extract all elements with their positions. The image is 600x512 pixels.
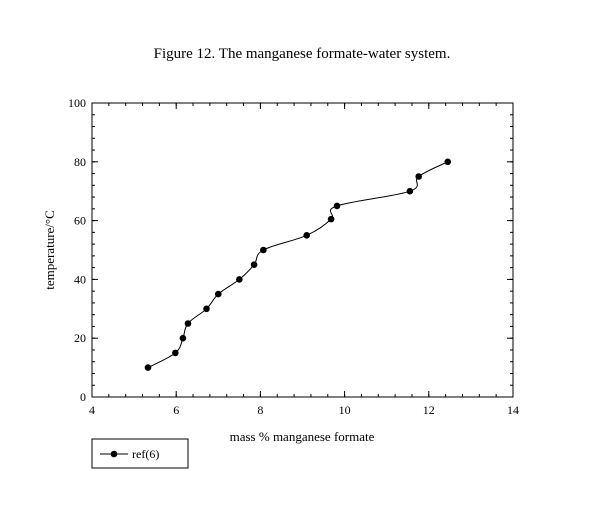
data-point [184, 320, 192, 327]
data-point [236, 276, 243, 283]
data-point [250, 261, 258, 269]
y-tick-label: 20 [74, 331, 86, 345]
y-tick-label: 60 [74, 214, 86, 228]
series-layer [144, 158, 452, 371]
data-point [303, 232, 311, 239]
x-tick-label: 6 [173, 403, 179, 417]
x-axis-label: mass % manganese formate [230, 429, 375, 444]
x-tick-labels: 4 6 8 10 12 14 [89, 403, 519, 417]
data-point [203, 305, 210, 313]
data-point [444, 158, 452, 166]
data-point [415, 173, 422, 180]
data-point [144, 364, 152, 371]
chart-title: Figure 12. The manganese formate-water s… [154, 46, 451, 62]
plot-frame [91, 102, 514, 398]
minor-ticks [91, 102, 514, 398]
major-ticks [91, 102, 514, 398]
y-tick-label: 0 [80, 390, 86, 404]
data-point [215, 290, 222, 298]
legend-label: ref(6) [132, 447, 159, 461]
x-tick-label: 12 [423, 403, 435, 417]
y-tick-label: 100 [68, 96, 86, 110]
x-tick-label: 8 [257, 403, 263, 417]
data-point [260, 246, 267, 254]
x-tick-label: 14 [507, 403, 519, 417]
legend-marker [110, 450, 118, 458]
data-point [179, 334, 187, 342]
legend: ref(6) [91, 438, 189, 469]
x-tick-label: 4 [89, 403, 95, 417]
series-line [147, 161, 448, 369]
data-point [172, 349, 179, 357]
x-tick-label: 10 [339, 403, 351, 417]
data-point [327, 215, 335, 223]
data-point [406, 187, 414, 195]
y-tick-labels: 0 20 40 60 80 100 [68, 96, 86, 404]
data-point [333, 202, 341, 210]
y-axis-label: temperature/°C [42, 210, 57, 290]
y-tick-label: 80 [74, 155, 86, 169]
y-tick-label: 40 [74, 272, 86, 286]
